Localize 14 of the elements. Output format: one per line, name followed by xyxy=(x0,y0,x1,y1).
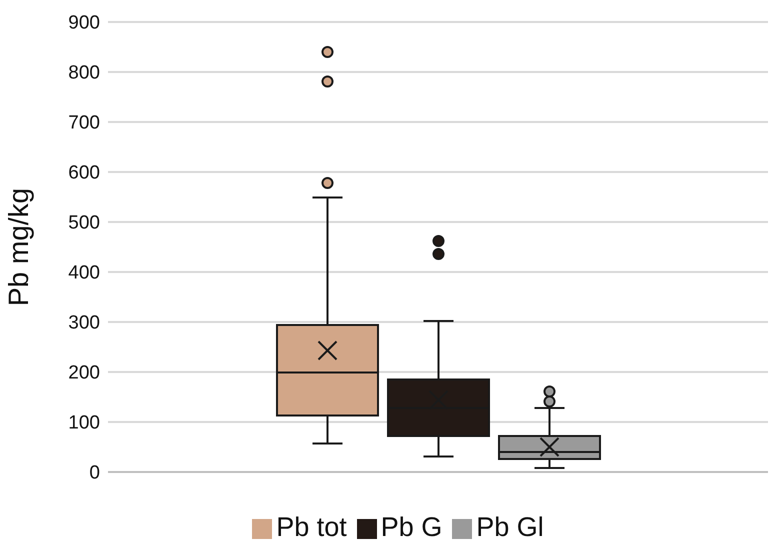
y-tick-label: 200 xyxy=(68,362,100,384)
y-tick-label: 400 xyxy=(68,262,100,284)
y-tick-label: 700 xyxy=(68,112,100,134)
legend-label: Pb tot xyxy=(276,512,347,542)
y-tick-label: 0 xyxy=(89,462,100,484)
y-tick-label: 900 xyxy=(68,12,100,34)
legend-label: Pb G xyxy=(380,512,442,542)
y-tick-label: 800 xyxy=(68,62,100,84)
y-tick-label: 300 xyxy=(68,312,100,334)
y-axis-title: Pb mg/kg xyxy=(2,188,34,306)
y-tick-label: 100 xyxy=(68,412,100,434)
y-tick-label: 500 xyxy=(68,212,100,234)
y-tick-label: 600 xyxy=(68,162,100,184)
legend-label: Pb Gl xyxy=(476,512,544,542)
